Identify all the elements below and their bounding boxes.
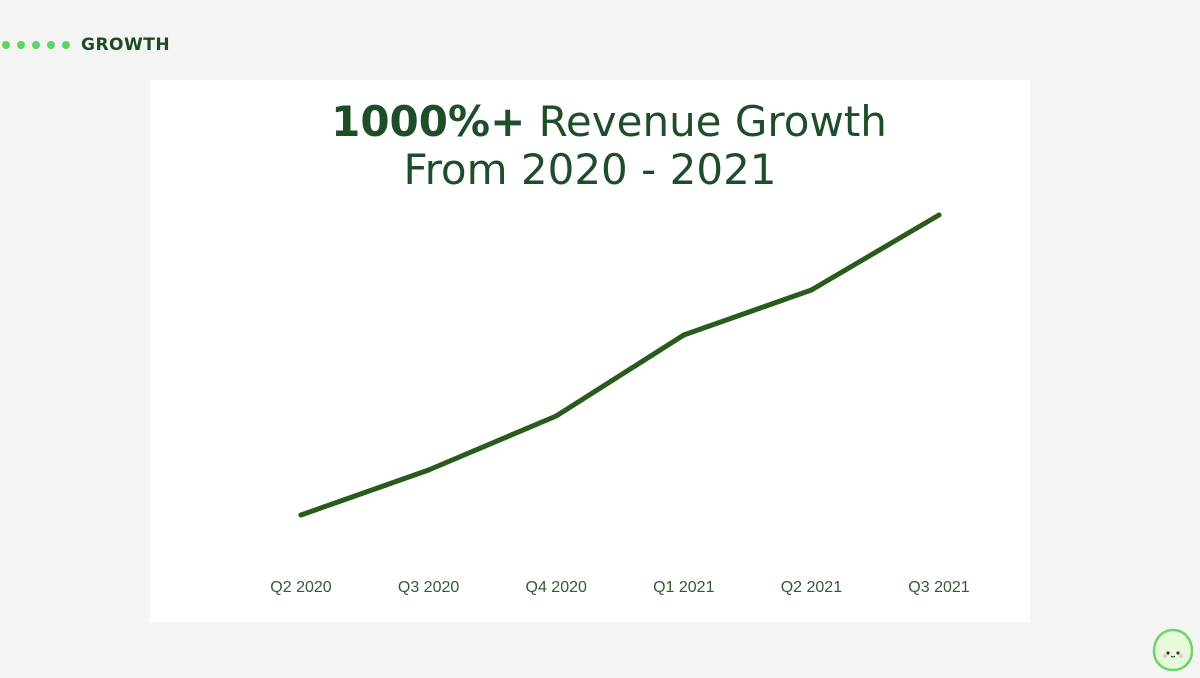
dot-icon <box>32 41 40 49</box>
chart-card: 1000%+ Revenue Growth From 2020 - 2021 Q… <box>150 80 1030 622</box>
dot-icon <box>47 41 55 49</box>
chart-subtitle: From 2020 - 2021 <box>403 145 777 194</box>
x-axis-ticks: Q2 2020 Q3 2020 Q4 2020 Q1 2021 Q2 2021 Q3 20… <box>270 579 969 596</box>
chart-title-text: Revenue Growth <box>525 97 887 146</box>
data-point <box>681 332 687 338</box>
section-tag: GROWTH <box>0 33 170 57</box>
avocado-mascot-icon[interactable] <box>1150 627 1196 673</box>
data-point <box>808 287 814 293</box>
line-segment <box>808 212 942 293</box>
series-layer <box>298 212 942 518</box>
x-tick-label: Q3 2021 <box>908 579 969 596</box>
line-segment <box>298 467 432 518</box>
line-segment <box>426 413 559 473</box>
x-tick-label: Q3 2020 <box>398 579 459 596</box>
dot-icon <box>62 41 70 49</box>
dot-icon <box>2 41 10 49</box>
line-segment <box>681 287 814 338</box>
x-tick-label: Q2 2021 <box>781 579 842 596</box>
chart-title-line1: 1000%+ Revenue Growth <box>150 98 1030 146</box>
x-tick-label: Q4 2020 <box>526 579 587 596</box>
data-point <box>298 512 304 518</box>
x-tick-label: Q1 2021 <box>653 579 714 596</box>
section-label: GROWTH <box>81 35 171 55</box>
data-point <box>936 212 942 218</box>
x-tick-label: Q2 2020 <box>270 579 331 596</box>
line-chart: Q2 2020 Q3 2020 Q4 2020 Q1 2021 Q2 2021 Q3 20… <box>270 212 970 596</box>
data-point <box>553 413 559 419</box>
chart-title: 1000%+ Revenue Growth From 2020 - 2021 <box>150 98 1030 194</box>
data-point <box>426 467 432 473</box>
line-segment <box>553 332 687 419</box>
dot-icon <box>17 41 25 49</box>
chart-title-highlight: 1000%+ <box>331 97 526 146</box>
section-dots <box>2 41 70 49</box>
